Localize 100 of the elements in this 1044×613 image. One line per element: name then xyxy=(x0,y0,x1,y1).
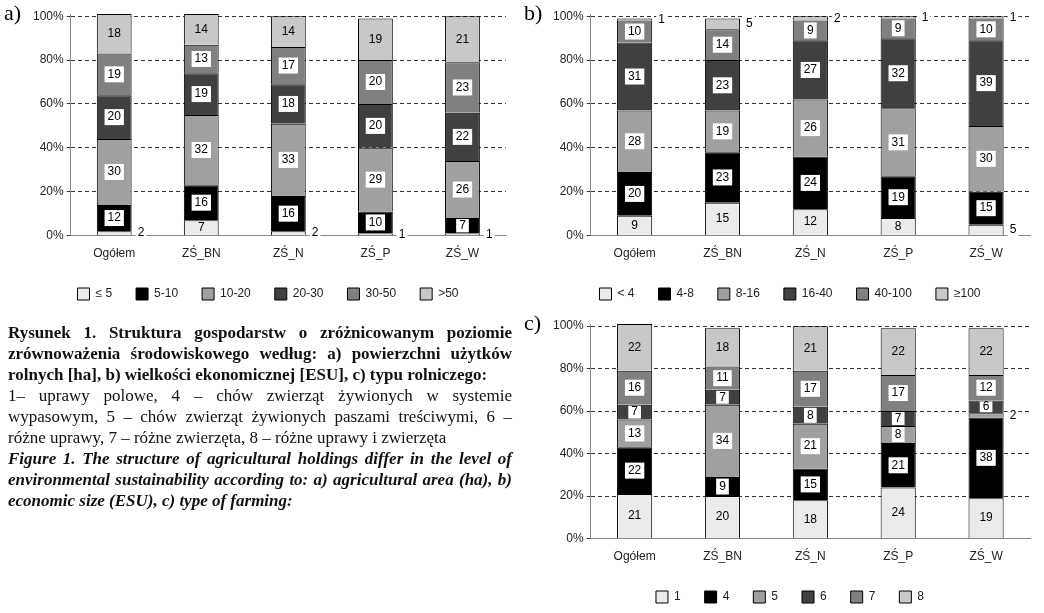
data-label: 20 xyxy=(368,118,383,133)
data-label: 21 xyxy=(891,457,906,472)
data-label: 23 xyxy=(715,169,730,184)
x-tick-label: ZŚ_P xyxy=(883,548,914,564)
data-label: 26 xyxy=(803,120,818,135)
data-label: 12 xyxy=(803,214,818,229)
data-label: 29 xyxy=(368,171,383,186)
x-tick-label: ZŚ_W xyxy=(969,548,1004,564)
data-label: 2 xyxy=(833,10,841,25)
data-label: 22 xyxy=(455,129,470,144)
data-label: 12 xyxy=(107,210,122,225)
legend-label: ≥100 xyxy=(953,286,981,301)
chart-title: b) xyxy=(524,0,543,26)
x-tick-label: ZŚ_N xyxy=(795,245,826,261)
x-tick-label: ZŚ_P xyxy=(883,245,914,261)
data-label: 18 xyxy=(281,96,296,111)
legend-label: 20-30 xyxy=(292,286,324,301)
data-label: 18 xyxy=(803,511,818,526)
legend-label: < 4 xyxy=(617,286,635,301)
data-label: 12 xyxy=(979,380,994,395)
data-label: 8 xyxy=(894,426,902,441)
x-tick-label: ZŚ_N xyxy=(273,245,304,261)
data-label: 30 xyxy=(107,164,122,179)
data-label: 8 xyxy=(807,407,814,422)
y-tick-label: 0% xyxy=(566,530,585,545)
data-label: 20 xyxy=(627,186,642,201)
caption: Figure 1. The structure of agricultural holdings differ in the level of environmental sustainability according to: a) agricultural area (ha), b) economic size (ESU), c) type of farming: xyxy=(8,448,512,511)
text: Rysunek 1. Struktura gospodarstw o zróżnicowanym poziomie zrównoważenia środowiskowego według: a) powierzchni użytków rolnych [ha], b) wielkości ekonomicznej [ESU], c) typu rolniczego: xyxy=(8,322,512,385)
data-label: 2 xyxy=(1009,407,1017,422)
data-label: 1 xyxy=(658,11,666,26)
data-label: 16 xyxy=(194,195,209,209)
x-tick-label: ZŚ_P xyxy=(360,245,391,261)
y-tick-label: 0% xyxy=(46,227,65,242)
chart-title: a) xyxy=(4,0,22,26)
data-label: 20 xyxy=(368,74,383,89)
x-tick-label: ZŚ_W xyxy=(969,245,1004,261)
data-label: 5 xyxy=(746,16,754,31)
data-label: 16 xyxy=(281,205,296,220)
data-label: 7 xyxy=(719,389,727,404)
data-label: 33 xyxy=(281,152,296,167)
y-tick-label: 80% xyxy=(559,360,585,375)
bar xyxy=(968,417,1004,499)
data-label: 28 xyxy=(627,133,642,148)
data-label: 34 xyxy=(715,433,730,448)
data-label: 19 xyxy=(979,510,994,525)
data-label: 15 xyxy=(715,211,730,226)
y-tick-label: 0% xyxy=(566,227,585,242)
data-label: 17 xyxy=(281,57,296,72)
data-label: 15 xyxy=(979,200,994,215)
data-label: 21 xyxy=(803,438,818,453)
x-tick-label: ZŚ_N xyxy=(795,548,826,564)
chart-title: c) xyxy=(524,310,542,336)
data-label: 13 xyxy=(627,425,642,440)
y-tick-label: 80% xyxy=(39,52,65,67)
data-label: 10 xyxy=(368,214,383,229)
y-tick-label: 60% xyxy=(559,403,585,418)
data-label: 1 xyxy=(398,226,406,241)
y-tick-label: 60% xyxy=(39,96,65,111)
legend-label: 4-8 xyxy=(676,286,695,301)
x-tick-label: Ogółem xyxy=(613,549,656,564)
data-label: 7 xyxy=(197,219,205,234)
data-label: 1 xyxy=(485,226,493,241)
legend-label: 8-16 xyxy=(735,286,761,301)
data-label: 21 xyxy=(627,508,642,523)
data-label: 1 xyxy=(1009,9,1017,24)
data-label: 20 xyxy=(107,109,122,124)
data-label: 14 xyxy=(194,21,209,36)
legend-label: ≤ 5 xyxy=(95,286,113,301)
y-tick-label: 100% xyxy=(552,318,585,333)
legend-label: 4 xyxy=(722,589,730,604)
data-label: 38 xyxy=(979,450,994,465)
data-label: 22 xyxy=(979,343,994,358)
data-label: 19 xyxy=(107,66,122,81)
data-label: 14 xyxy=(281,23,296,38)
legend-label: 10-20 xyxy=(220,286,252,301)
y-tick-label: 80% xyxy=(559,52,585,67)
legend-label: 8 xyxy=(917,589,925,604)
data-label: 7 xyxy=(459,218,467,233)
y-tick-label: 100% xyxy=(552,8,585,23)
x-tick-label: Ogółem xyxy=(613,246,656,261)
data-label: 19 xyxy=(368,31,383,46)
data-label: 23 xyxy=(455,79,470,94)
data-label: 22 xyxy=(627,462,642,477)
legend-label: 40-100 xyxy=(874,286,913,301)
data-label: 13 xyxy=(194,51,209,66)
legend-label: 1 xyxy=(673,589,681,604)
data-label: 21 xyxy=(803,340,818,355)
y-tick-label: 20% xyxy=(559,488,585,503)
data-label: 27 xyxy=(803,62,818,77)
data-label: 9 xyxy=(807,22,814,37)
data-label: 16 xyxy=(627,380,642,395)
data-label: 8 xyxy=(894,218,902,233)
data-label: 24 xyxy=(891,505,906,520)
y-tick-label: 60% xyxy=(559,96,585,111)
data-label: 39 xyxy=(979,75,994,90)
data-label: 19 xyxy=(715,123,730,138)
y-tick-label: 20% xyxy=(559,184,585,199)
x-tick-label: ZŚ_W xyxy=(445,245,480,261)
data-label: 32 xyxy=(194,142,209,157)
data-label: 18 xyxy=(107,26,122,41)
